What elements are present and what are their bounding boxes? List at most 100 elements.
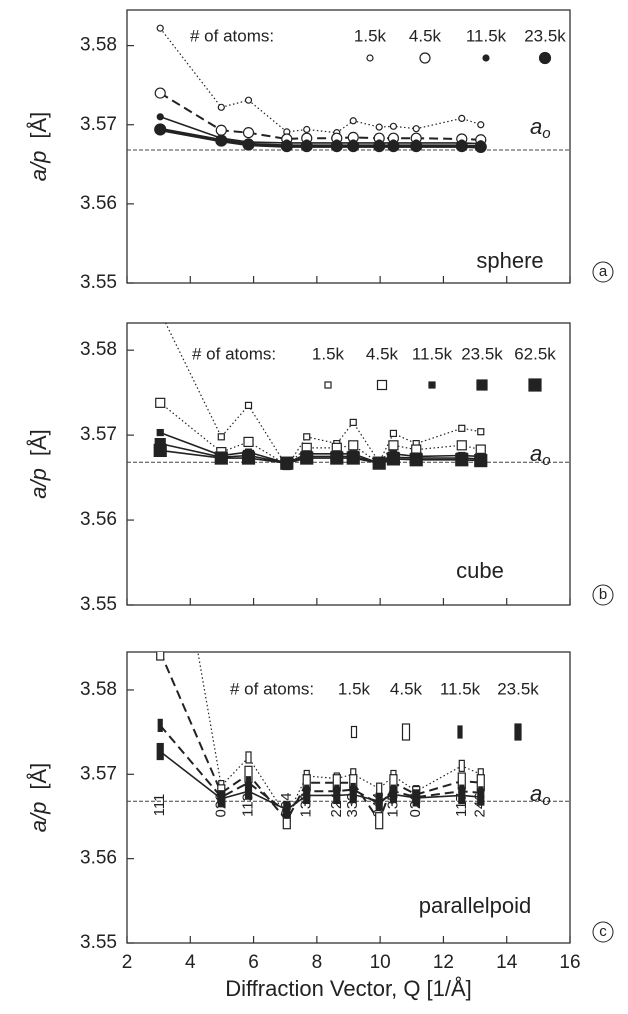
legend-label: 62.5k	[514, 344, 556, 363]
y-axis-label-unit: [Å]	[26, 429, 51, 456]
y-tick-label: 3.55	[80, 594, 117, 615]
reference-label-main: a	[530, 441, 542, 466]
marker	[409, 453, 423, 467]
marker	[474, 140, 487, 153]
panel-label: b	[599, 586, 607, 603]
marker	[241, 451, 256, 465]
marker	[458, 424, 466, 432]
marker	[412, 789, 420, 807]
legend-label: 1.5k	[338, 679, 371, 698]
x-tick-label: 4	[185, 952, 196, 973]
panel-label-ring	[592, 921, 614, 943]
legend-marker	[482, 54, 490, 62]
marker	[244, 401, 253, 409]
legend-marker	[419, 52, 431, 64]
marker	[375, 812, 384, 830]
panel-annotation: sphere	[476, 248, 543, 273]
plot-frame	[126, 322, 571, 606]
y-axis-label-var: a/p	[26, 802, 51, 833]
legend-title: # of atoms:	[190, 26, 274, 45]
series-line	[159, 750, 481, 811]
marker	[455, 453, 469, 467]
legend-label: 4.5k	[409, 26, 442, 45]
marker	[458, 759, 465, 772]
marker	[244, 782, 253, 800]
marker	[376, 782, 383, 795]
y-tick-label: 3.56	[80, 848, 117, 869]
marker	[372, 456, 386, 470]
series-line	[159, 92, 481, 141]
reference-label: ao	[530, 441, 551, 469]
reflection-label: 333	[344, 792, 361, 817]
legend-marker	[401, 723, 411, 741]
legend-marker	[376, 379, 388, 391]
legend-label: 4.5k	[390, 679, 423, 698]
marker	[389, 122, 398, 130]
marker	[154, 123, 167, 136]
marker	[458, 786, 466, 804]
reference-label: ao	[530, 114, 551, 142]
y-tick-label: 3.57	[80, 424, 117, 445]
marker	[217, 433, 225, 441]
marker	[477, 121, 485, 129]
y-tick-label: 3.55	[80, 272, 117, 293]
series-line	[159, 724, 481, 814]
panel: 3.55 3.56 3.57 3.58 2 4 6 8 10 12 14 16 Diffraction …	[26, 651, 614, 1001]
y-axis-label: a/p [Å]	[26, 763, 51, 833]
marker	[348, 440, 359, 451]
marker	[244, 96, 253, 104]
marker	[333, 786, 341, 804]
marker	[388, 440, 399, 451]
legend-label: 1.5k	[354, 26, 387, 45]
marker	[157, 309, 163, 315]
marker	[217, 790, 225, 808]
marker	[346, 451, 360, 465]
marker	[217, 103, 225, 111]
x-tick-label: 14	[496, 952, 518, 973]
panel-label: c	[599, 923, 607, 940]
marker	[303, 433, 311, 441]
legend-label: 1.5k	[312, 344, 345, 363]
legend-title: # of atoms:	[192, 344, 276, 363]
marker	[300, 140, 313, 153]
x-tick-label: 16	[559, 952, 580, 973]
panel-label-ring	[592, 261, 614, 283]
reflection-label: 111	[151, 794, 168, 817]
marker	[349, 117, 357, 125]
marker	[387, 140, 400, 153]
panel: 3.55 3.56 3.57 3.58 a/p[Å] ao # of atoms: 1.5k 4…	[26, 9, 614, 293]
y-axis-label: a/p [Å]	[26, 112, 51, 182]
y-tick-label: 3.58	[80, 35, 117, 56]
panel: 3.553.563.573.58a/p[Å] ao# of atoms: 1.5k 4…	[26, 309, 614, 615]
y-tick-label: 3.56	[80, 193, 117, 214]
marker	[280, 140, 293, 153]
marker	[375, 123, 383, 131]
legend-marker	[457, 725, 463, 739]
reflection-label: 117	[453, 793, 470, 817]
marker	[349, 785, 357, 804]
legend-marker	[350, 725, 358, 739]
reference-label: ao	[530, 781, 551, 809]
marker	[389, 785, 398, 804]
marker	[330, 451, 344, 465]
panel-annotation: cube	[456, 558, 504, 583]
reflection-label: 224	[328, 792, 345, 817]
legend-label: 11.5k	[440, 679, 481, 698]
series-line	[159, 27, 481, 134]
marker	[373, 140, 386, 153]
data	[153, 309, 488, 471]
legend-label: 23.5k	[461, 344, 503, 363]
marker	[242, 127, 255, 139]
x-tick-label: 2	[122, 952, 133, 973]
reflection-label: 135	[384, 792, 401, 817]
legend-marker	[324, 381, 332, 389]
y-tick-label: 3.57	[80, 114, 117, 135]
y-axis-label: a/p [Å]	[26, 429, 51, 499]
reference-label-main: a	[530, 781, 542, 806]
marker	[245, 751, 252, 764]
marker	[156, 24, 164, 32]
y-axis-label-unit: [Å]	[26, 112, 51, 139]
y-tick-label: 3.57	[80, 763, 117, 784]
marker	[456, 440, 467, 451]
